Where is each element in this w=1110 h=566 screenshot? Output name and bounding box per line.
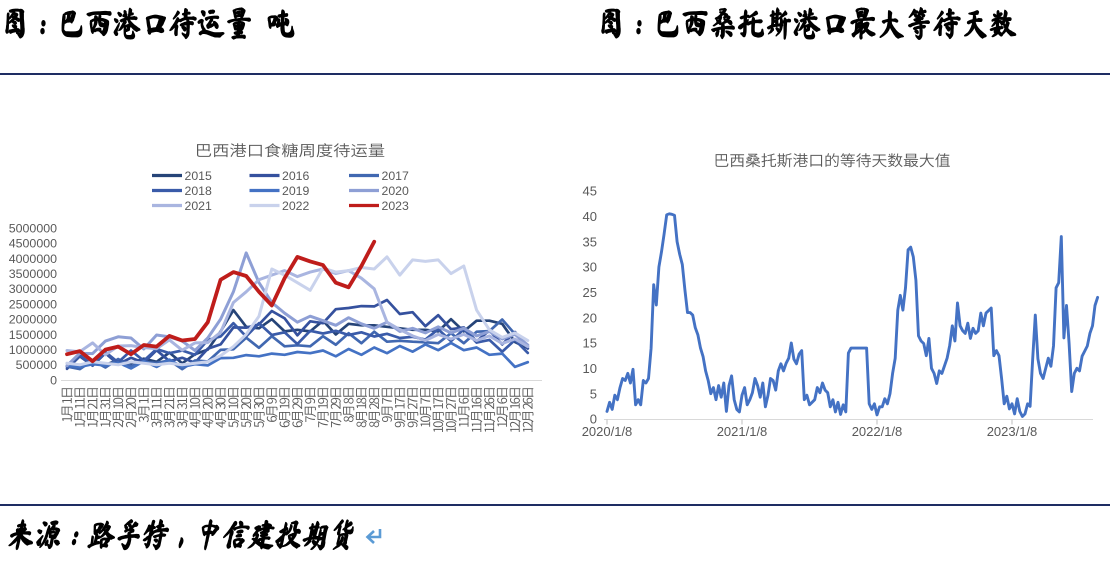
svg-text:30: 30 bbox=[583, 260, 597, 275]
svg-text:45: 45 bbox=[583, 184, 597, 199]
svg-text:2017: 2017 bbox=[382, 169, 410, 183]
svg-text:5000000: 5000000 bbox=[9, 221, 57, 235]
svg-text:5: 5 bbox=[590, 386, 597, 401]
svg-text:10: 10 bbox=[583, 361, 597, 376]
svg-text:2020: 2020 bbox=[382, 184, 410, 198]
svg-text:2016: 2016 bbox=[282, 169, 310, 183]
svg-text:4000000: 4000000 bbox=[9, 252, 57, 266]
svg-text:2019: 2019 bbox=[282, 184, 310, 198]
svg-text:25: 25 bbox=[583, 285, 597, 300]
svg-text:3000000: 3000000 bbox=[9, 282, 57, 296]
svg-text:0: 0 bbox=[590, 412, 597, 427]
svg-text:2018: 2018 bbox=[185, 184, 213, 198]
svg-text:2015: 2015 bbox=[185, 169, 213, 183]
svg-text:2023: 2023 bbox=[382, 199, 410, 213]
svg-text:2500000: 2500000 bbox=[9, 297, 57, 311]
svg-text:3500000: 3500000 bbox=[9, 267, 57, 281]
svg-text:2022: 2022 bbox=[282, 199, 310, 213]
svg-text:2023/1/8: 2023/1/8 bbox=[987, 424, 1038, 439]
svg-text:1500000: 1500000 bbox=[9, 328, 57, 342]
svg-text:2022/1/8: 2022/1/8 bbox=[852, 424, 903, 439]
svg-text:35: 35 bbox=[583, 234, 597, 249]
svg-text:2021: 2021 bbox=[185, 199, 213, 213]
svg-text:15: 15 bbox=[583, 336, 597, 351]
svg-text:4500000: 4500000 bbox=[9, 237, 57, 251]
svg-text:20: 20 bbox=[583, 310, 597, 325]
svg-text:2021/1/8: 2021/1/8 bbox=[717, 424, 768, 439]
svg-text:0: 0 bbox=[50, 373, 57, 387]
svg-text:40: 40 bbox=[583, 209, 597, 224]
svg-text:2000000: 2000000 bbox=[9, 313, 57, 327]
svg-text:1000000: 1000000 bbox=[9, 343, 57, 357]
svg-text:2020/1/8: 2020/1/8 bbox=[582, 424, 633, 439]
svg-text:500000: 500000 bbox=[16, 358, 57, 372]
